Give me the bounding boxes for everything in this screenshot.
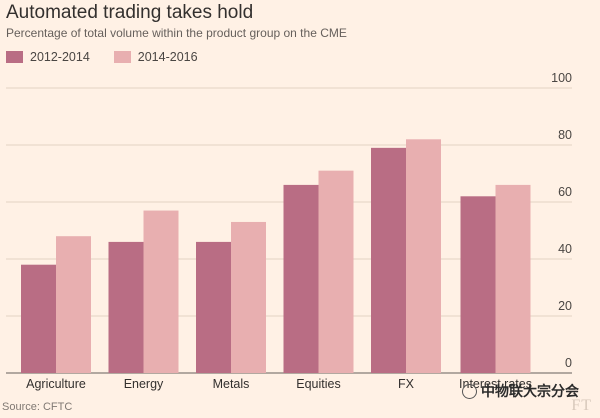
bar-energy-series-0	[108, 241, 144, 373]
legend-swatch-series-1	[113, 51, 131, 63]
chart-subtitle: Percentage of total volume within the pr…	[6, 26, 347, 40]
x-tick-label-0: Agriculture	[26, 377, 86, 391]
y-tick-label-1: 20	[558, 299, 572, 313]
x-tick-label-1: Energy	[124, 377, 164, 391]
y-tick-label-3: 60	[558, 185, 572, 199]
bar-metals-series-0	[196, 241, 231, 373]
y-tick-label-2: 40	[558, 242, 572, 256]
watermark-logo-icon	[462, 383, 477, 399]
bar-agriculture-series-0	[21, 264, 56, 373]
source-note: Source: CFTC	[2, 401, 73, 413]
x-tick-label-3: Equities	[296, 377, 340, 391]
y-tick-label-0: 0	[565, 356, 572, 370]
legend-label-series-0: 2012-2014	[30, 50, 90, 64]
y-tick-label-4: 80	[558, 128, 572, 142]
bar-fx-series-1	[406, 139, 441, 373]
watermark-text: 中物联大宗分会	[481, 383, 579, 399]
y-tick-label-5: 100	[551, 71, 572, 85]
x-tick-label-4: FX	[398, 377, 415, 391]
legend-label-series-1: 2014-2016	[137, 50, 198, 64]
bar-fx-series-0	[371, 147, 406, 373]
bar-energy-series-1	[143, 210, 179, 373]
legend-item-series-0: 2012-2014	[6, 50, 90, 64]
bar-interest-rates-series-1	[495, 184, 531, 373]
legend-swatch-series-0	[6, 51, 23, 63]
x-tick-label-5: Interest rates	[459, 377, 532, 391]
bar-metals-series-1	[231, 221, 266, 373]
ft-logo: FT	[571, 397, 592, 414]
watermark: 中物联大宗分会	[462, 381, 579, 401]
bar-interest-rates-series-0	[460, 196, 496, 373]
x-tick-label-2: Metals	[213, 377, 250, 391]
bar-agriculture-series-1	[56, 236, 91, 373]
bar-equities-series-1	[318, 170, 354, 373]
legend-item-series-1: 2014-2016	[113, 50, 198, 64]
bar-equities-series-0	[283, 184, 319, 373]
chart-title: Automated trading takes hold	[6, 2, 254, 23]
legend: 2012-2014 2014-2016	[6, 50, 198, 64]
